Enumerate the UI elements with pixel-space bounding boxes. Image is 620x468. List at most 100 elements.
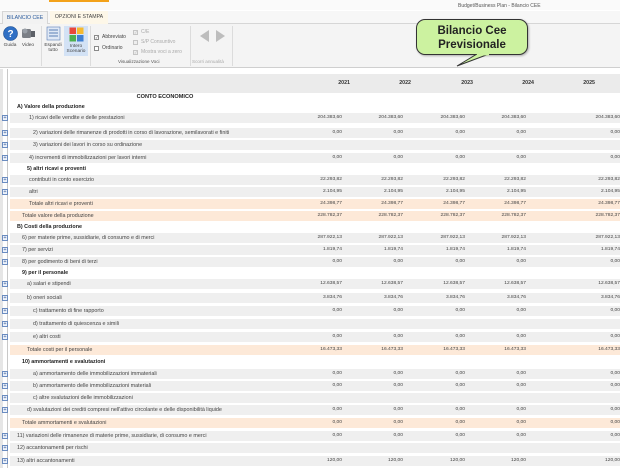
table-row[interactable]: +1) ricavi delle vendite e delle prestaz…	[0, 113, 620, 123]
cell-value-2022[interactable]: 0,00	[393, 407, 403, 412]
cell-value-2025[interactable]: 204.383,60	[595, 115, 620, 120]
cell-value-2023[interactable]: 0,00	[455, 383, 465, 388]
cell-value-2021[interactable]: 24.398,77	[320, 201, 342, 206]
cell-value-2024[interactable]: 1.819,74	[506, 247, 526, 252]
table-row[interactable]: +11) variazioni delle rimanenze di mater…	[0, 431, 620, 441]
table-row[interactable]: + b) oneri sociali 3.834,76 3.834,76 3.834,7…	[0, 293, 620, 303]
cell-value-2023[interactable]: 204.383,60	[440, 115, 465, 120]
cell-value-2021[interactable]: 0,00	[332, 308, 342, 313]
ce-checkbox[interactable]: ✓ C/E	[133, 29, 149, 35]
espandi-tutto-button[interactable]: Espandi tutto	[43, 26, 63, 53]
cell-value-2025[interactable]: 0,00	[610, 407, 620, 412]
cell-value-2023[interactable]: 287.922,13	[440, 235, 465, 240]
cell-value-2025[interactable]: 0,00	[610, 308, 620, 313]
cell-value-2024[interactable]: 228.782,37	[501, 213, 526, 218]
cell-value-2024[interactable]: 24.398,77	[504, 201, 526, 206]
expand-plus-icon[interactable]: +	[2, 321, 8, 327]
cell-value-2023[interactable]: 12.638,57	[443, 281, 465, 286]
cell-value-2021[interactable]: 2.104,95	[322, 189, 342, 194]
cell-value-2021[interactable]: 0,00	[332, 130, 342, 135]
cell-value-2025[interactable]: 0,00	[610, 371, 620, 376]
expand-plus-icon[interactable]: +	[2, 407, 8, 413]
mostra-voci-zero-checkbox[interactable]: ✓ Mostra voci a zero	[133, 49, 182, 55]
expand-plus-icon[interactable]: +	[2, 281, 8, 287]
arrow-right-icon[interactable]	[216, 30, 225, 42]
expand-plus-icon[interactable]: +	[2, 458, 8, 464]
table-row[interactable]: + a) ammortamento delle immobilizzazioni …	[0, 369, 620, 379]
cell-value-2025[interactable]: 120,00	[605, 458, 620, 463]
cell-value-2024[interactable]: 2.104,95	[506, 189, 526, 194]
cell-value-2021[interactable]: 204.383,60	[317, 115, 342, 120]
cell-value-2025[interactable]: 0,00	[610, 433, 620, 438]
cell-value-2021[interactable]: 0,00	[332, 155, 342, 160]
cell-value-2022[interactable]: 12.638,57	[381, 281, 403, 286]
table-row[interactable]: +4) incrementi di immobilizzazioni per l…	[0, 153, 620, 163]
table-row[interactable]: + d) svalutazioni dei crediti compresi ne…	[0, 405, 620, 415]
video-button[interactable]: Video	[19, 26, 37, 48]
cell-value-2024[interactable]: 0,00	[516, 433, 526, 438]
table-row[interactable]: +13) altri accantonamenti 120,00 120,00 120…	[0, 456, 620, 466]
cell-value-2022[interactable]: 204.383,60	[378, 115, 403, 120]
cell-value-2025[interactable]: 12.638,57	[598, 281, 620, 286]
cell-value-2024[interactable]: 0,00	[516, 334, 526, 339]
cell-value-2021[interactable]: 120,00	[327, 458, 342, 463]
cell-value-2025[interactable]: 287.922,13	[595, 235, 620, 240]
expand-plus-icon[interactable]: +	[2, 142, 8, 148]
expand-plus-icon[interactable]: +	[2, 115, 8, 121]
cell-value-2022[interactable]: 0,00	[393, 130, 403, 135]
cell-value-2025[interactable]: 0,00	[610, 259, 620, 264]
cell-value-2025[interactable]: 22.293,82	[598, 177, 620, 182]
cell-value-2023[interactable]: 0,00	[455, 308, 465, 313]
cell-value-2021[interactable]: 0,00	[332, 371, 342, 376]
cell-value-2022[interactable]: 0,00	[393, 259, 403, 264]
guida-button[interactable]: ? Guida	[2, 26, 18, 48]
cell-value-2021[interactable]: 22.293,82	[320, 177, 342, 182]
cell-value-2022[interactable]: 0,00	[393, 371, 403, 376]
cell-value-2024[interactable]: 120,00	[511, 458, 526, 463]
cell-value-2023[interactable]: 0,00	[455, 259, 465, 264]
cell-value-2021[interactable]: 0,00	[332, 420, 342, 425]
cell-value-2022[interactable]: 228.782,37	[378, 213, 403, 218]
cell-value-2025[interactable]: 0,00	[610, 334, 620, 339]
cell-value-2025[interactable]: 16.473,33	[598, 347, 620, 352]
cell-value-2024[interactable]: 0,00	[516, 371, 526, 376]
cell-value-2022[interactable]: 24.398,77	[381, 201, 403, 206]
cell-value-2023[interactable]: 16.473,33	[443, 347, 465, 352]
cell-value-2022[interactable]: 0,00	[393, 155, 403, 160]
arrow-left-icon[interactable]	[200, 30, 209, 42]
cell-value-2022[interactable]: 1.819,74	[383, 247, 403, 252]
expand-plus-icon[interactable]: +	[2, 433, 8, 439]
cell-value-2025[interactable]: 228.782,37	[595, 213, 620, 218]
expand-plus-icon[interactable]: +	[2, 247, 8, 253]
cell-value-2024[interactable]: 204.383,60	[501, 115, 526, 120]
expand-plus-icon[interactable]: +	[2, 445, 8, 451]
cell-value-2024[interactable]: 3.834,76	[506, 295, 526, 300]
cell-value-2024[interactable]: 0,00	[516, 259, 526, 264]
expand-plus-icon[interactable]: +	[2, 259, 8, 265]
cell-value-2023[interactable]: 228.782,37	[440, 213, 465, 218]
sp-consuntivo-checkbox[interactable]: S/P Consuntivo	[133, 39, 175, 45]
expand-plus-icon[interactable]: +	[2, 189, 8, 195]
cell-value-2024[interactable]: 0,00	[516, 420, 526, 425]
cell-value-2021[interactable]: 12.638,57	[320, 281, 342, 286]
expand-plus-icon[interactable]: +	[2, 308, 8, 314]
cell-value-2023[interactable]: 0,00	[455, 334, 465, 339]
cell-value-2025[interactable]: 0,00	[610, 383, 620, 388]
cell-value-2024[interactable]: 0,00	[516, 407, 526, 412]
cell-value-2024[interactable]: 0,00	[516, 308, 526, 313]
cell-value-2021[interactable]: 228.782,37	[317, 213, 342, 218]
cell-value-2022[interactable]: 2.104,95	[383, 189, 403, 194]
cell-value-2022[interactable]: 287.922,13	[378, 235, 403, 240]
abbreviato-checkbox[interactable]: ✓ Abbreviato	[94, 34, 126, 40]
cell-value-2021[interactable]: 0,00	[332, 259, 342, 264]
cell-value-2023[interactable]: 0,00	[455, 130, 465, 135]
cell-value-2021[interactable]: 16.473,33	[320, 347, 342, 352]
expand-plus-icon[interactable]: +	[2, 371, 8, 377]
cell-value-2022[interactable]: 0,00	[393, 420, 403, 425]
cell-value-2024[interactable]: 0,00	[516, 383, 526, 388]
table-row[interactable]: +3) variazioni dei lavori in corso su or…	[0, 140, 620, 150]
expand-plus-icon[interactable]: +	[2, 130, 8, 136]
cell-value-2023[interactable]: 120,00	[450, 458, 465, 463]
cell-value-2022[interactable]: 22.293,82	[381, 177, 403, 182]
cell-value-2023[interactable]: 0,00	[455, 420, 465, 425]
